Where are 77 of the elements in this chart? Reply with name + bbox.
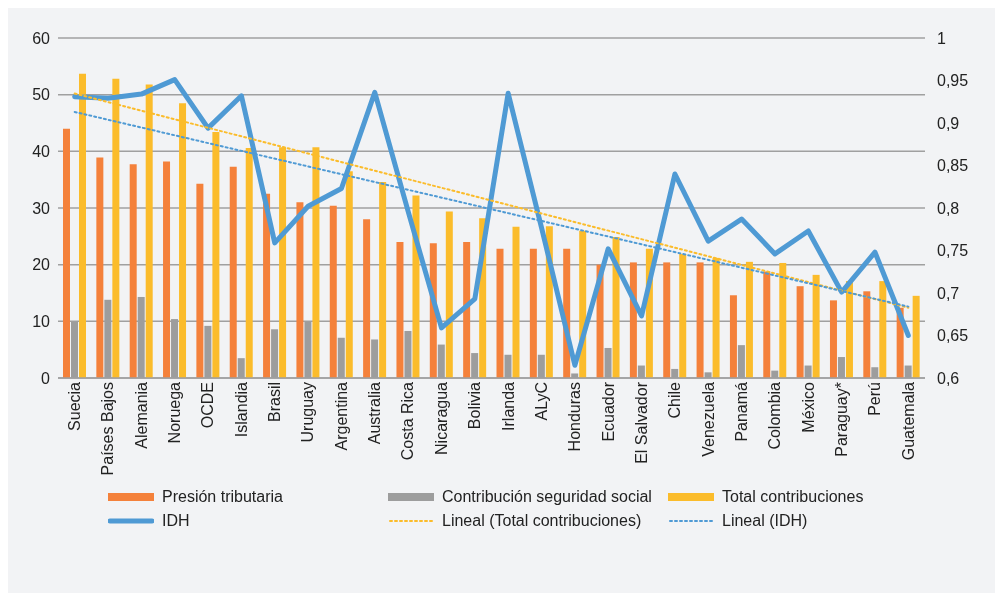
bar bbox=[163, 161, 171, 378]
bar bbox=[912, 295, 920, 378]
bar bbox=[796, 286, 804, 378]
x-tick-label: Suecia bbox=[66, 381, 84, 431]
y-tick-label: 10 bbox=[32, 313, 51, 331]
x-tick-label: Ecuador bbox=[599, 381, 617, 442]
x-tick-label: Chile bbox=[666, 381, 684, 419]
x-tick-label: Brasil bbox=[266, 382, 284, 423]
bar bbox=[445, 211, 453, 378]
y2-tick-label: 0,85 bbox=[937, 157, 969, 175]
bar bbox=[229, 166, 237, 378]
y-tick-label: 50 bbox=[32, 86, 51, 104]
bar bbox=[329, 205, 337, 378]
y2-tick-label: 0,6 bbox=[937, 369, 960, 387]
x-tick-label: Países Bajos bbox=[99, 382, 117, 476]
bar bbox=[129, 164, 137, 378]
bar bbox=[763, 271, 771, 378]
bar bbox=[396, 242, 404, 378]
bar bbox=[363, 219, 371, 378]
y2-tick-label: 0,8 bbox=[937, 199, 960, 217]
bar bbox=[345, 171, 353, 378]
bar bbox=[245, 147, 253, 378]
bar bbox=[529, 248, 537, 378]
x-tick-label: México bbox=[799, 381, 817, 433]
legend-label: Contribución seguridad social bbox=[442, 488, 652, 506]
y-tick-label: 20 bbox=[32, 256, 51, 274]
legend-label: IDH bbox=[162, 512, 190, 530]
x-tick-label: Venezuela bbox=[699, 381, 717, 457]
y2-tick-label: 0,7 bbox=[937, 284, 960, 302]
bar bbox=[496, 248, 504, 378]
x-tick-label: Alemania bbox=[132, 381, 150, 449]
y-tick-label: 40 bbox=[32, 143, 51, 161]
x-tick-label: Perú bbox=[866, 382, 884, 416]
y2-tick-label: 1 bbox=[937, 29, 946, 47]
bar bbox=[379, 181, 387, 378]
x-tick-label: Costa Rica bbox=[399, 381, 417, 461]
y2-tick-label: 0,95 bbox=[937, 72, 969, 90]
bar bbox=[863, 291, 871, 378]
x-tick-label: Noruega bbox=[166, 381, 184, 444]
y2-tick-label: 0,65 bbox=[937, 327, 969, 345]
x-tick-label: Irlanda bbox=[499, 381, 517, 431]
x-tick-label: Guatemala bbox=[899, 381, 917, 461]
bar bbox=[663, 262, 671, 378]
y-tick-label: 30 bbox=[32, 199, 51, 217]
x-tick-label: OCDE bbox=[199, 382, 217, 429]
bar bbox=[463, 242, 471, 378]
legend-label: Total contribuciones bbox=[722, 488, 864, 506]
bar bbox=[612, 236, 620, 378]
y2-tick-label: 0,9 bbox=[937, 114, 960, 132]
bar bbox=[629, 262, 637, 378]
legend-label: Presión tributaria bbox=[162, 488, 283, 506]
y2-tick-label: 0,75 bbox=[937, 242, 969, 260]
x-tick-label: Nicaragua bbox=[432, 381, 450, 455]
legend-label: Lineal (IDH) bbox=[722, 512, 808, 530]
bar bbox=[679, 253, 687, 378]
bar bbox=[96, 157, 104, 378]
bar bbox=[729, 295, 737, 378]
bar bbox=[696, 262, 704, 378]
bar bbox=[829, 300, 837, 378]
x-tick-label: Panamá bbox=[732, 381, 750, 442]
x-tick-label: Argentina bbox=[332, 381, 350, 451]
x-tick-label: Islandia bbox=[232, 381, 250, 438]
bar bbox=[296, 202, 304, 378]
x-tick-label: El Salvador bbox=[632, 381, 650, 464]
x-tick-label: Australia bbox=[366, 381, 384, 445]
x-tick-label: Bolivia bbox=[466, 381, 484, 430]
y-tick-label: 0 bbox=[41, 369, 51, 387]
bar bbox=[63, 128, 70, 378]
y-tick-label: 60 bbox=[32, 29, 51, 47]
x-tick-label: Uruguay bbox=[299, 382, 317, 443]
x-tick-label: ALyC bbox=[532, 382, 550, 421]
x-tick-label: Paraguay* bbox=[832, 382, 850, 457]
legend-label: Lineal (Total contribuciones) bbox=[442, 512, 642, 530]
x-tick-label: Honduras bbox=[566, 382, 584, 452]
x-tick-label: Colombia bbox=[766, 381, 784, 450]
bar bbox=[512, 226, 520, 378]
bar bbox=[196, 183, 204, 378]
